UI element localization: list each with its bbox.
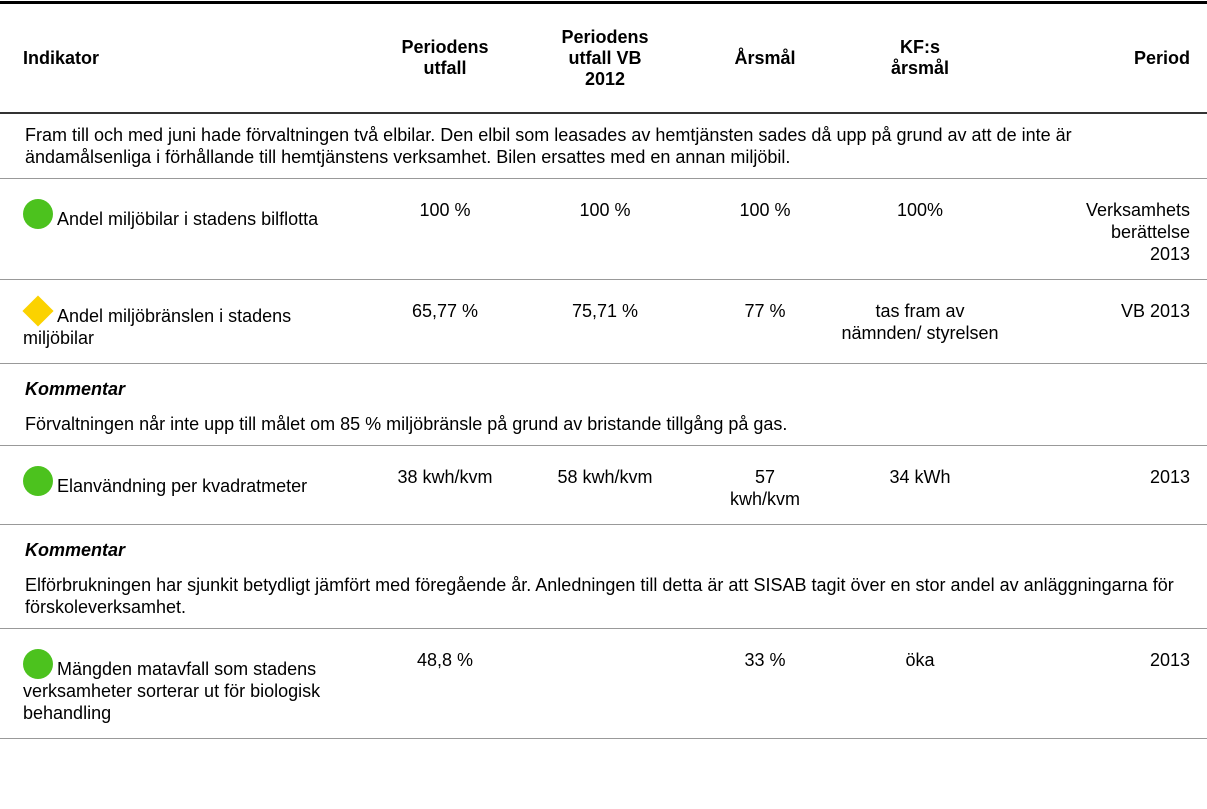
status-icon <box>23 466 53 496</box>
indicator-row: Andel miljöbilar i stadens bilflotta 100 … <box>0 178 1207 280</box>
status-icon <box>23 649 53 679</box>
comment-heading: Kommentar <box>25 379 126 399</box>
cell-content: 34 kWh <box>889 467 951 487</box>
indicator-name: Andel miljöbränslen i stadens miljöbilar <box>23 306 292 348</box>
cell: 34 kWh <box>840 445 1000 525</box>
status-icon <box>23 199 53 229</box>
cell-content: Elanvändning per kvadratmeter <box>23 466 343 497</box>
cell: 38 kwh/kvm <box>370 445 520 525</box>
comment-cell: Kommentar Elförbrukningen har sjunkit bet… <box>0 524 1207 629</box>
comment-heading: Kommentar <box>25 540 126 560</box>
cell-content: Andel miljöbränslen i stadens miljöbilar <box>22 295 343 349</box>
cell: öka <box>840 628 1000 739</box>
table-header: Indikator Periodens utfall Periodens utfal… <box>0 2 1207 114</box>
indicator-row: Elanvändning per kvadratmeter 38 kwh/kvm 5… <box>0 445 1207 525</box>
cell: 2013 <box>1000 445 1207 525</box>
indicator-name: Andel miljöbilar i stadens bilflotta <box>57 209 319 229</box>
cell-content: 75,71 % <box>571 301 639 321</box>
cell-content: 100 % <box>739 200 791 220</box>
cell: Elanvändning per kvadratmeter <box>0 445 370 525</box>
cell-content: 58 kwh/kvm <box>557 467 653 487</box>
note-cell: Fram till och med juni hade förvaltninge… <box>0 113 1207 179</box>
cell-content: 65,77 % <box>411 301 479 321</box>
cell: 100% <box>840 178 1000 280</box>
note-text: Fram till och med juni hade förvaltninge… <box>25 125 1072 167</box>
cell: 33 % <box>690 628 840 739</box>
note-row: Fram till och med juni hade förvaltninge… <box>0 113 1207 179</box>
cell: tas fram av nämnden/ styrelsen <box>840 279 1000 364</box>
indicator-table: Indikator Periodens utfall Periodens utfal… <box>0 1 1207 739</box>
cell-content: 100% <box>896 200 944 220</box>
cell: 75,71 % <box>520 279 690 364</box>
comment-text: Förvaltningen når inte upp till målet om… <box>25 414 788 434</box>
column-header: Indikator <box>0 2 370 114</box>
cell-content: 77 % <box>744 301 786 321</box>
cell-content: 100 % <box>579 200 631 220</box>
comment-text: Elförbrukningen har sjunkit betydligt jä… <box>25 575 1174 617</box>
cell: 100 % <box>370 178 520 280</box>
comment-row: Kommentar Elförbrukningen har sjunkit bet… <box>0 524 1207 629</box>
cell-content: VB 2013 <box>1120 301 1190 321</box>
cell-content: tas fram av nämnden/ styrelsen <box>841 301 999 343</box>
cell: Andel miljöbilar i stadens bilflotta <box>0 178 370 280</box>
cell-content: Verksamhetsberättelse 2013 <box>1085 200 1190 264</box>
cell-content: 38 kwh/kvm <box>397 467 493 487</box>
indicator-name: Elanvändning per kvadratmeter <box>57 476 308 496</box>
cell-content: 57 kwh/kvm <box>729 467 800 509</box>
cell: Mängden matavfall som stadens verksamhet… <box>0 628 370 739</box>
cell-content: 2013 <box>1149 650 1190 670</box>
comment-cell: Kommentar Förvaltningen når inte upp till… <box>0 363 1207 446</box>
cell: 2013 <box>1000 628 1207 739</box>
cell: 100 % <box>690 178 840 280</box>
cell: 57 kwh/kvm <box>690 445 840 525</box>
indicator-row: Mängden matavfall som stadens verksamhet… <box>0 628 1207 739</box>
cell-content: 100 % <box>419 200 471 220</box>
cell-content: Mängden matavfall som stadens verksamhet… <box>23 649 343 724</box>
cell: 65,77 % <box>370 279 520 364</box>
indicator-name: Mängden matavfall som stadens verksamhet… <box>23 659 321 723</box>
indicator-row: Andel miljöbränslen i stadens miljöbilar… <box>0 279 1207 364</box>
cell-content: Andel miljöbilar i stadens bilflotta <box>23 199 343 230</box>
column-header: Period <box>1000 2 1207 114</box>
cell: VB 2013 <box>1000 279 1207 364</box>
column-header: Periodens utfall VB 2012 <box>520 2 690 114</box>
column-header: Årsmål <box>690 2 840 114</box>
cell: Verksamhetsberättelse 2013 <box>1000 178 1207 280</box>
status-icon <box>22 295 54 327</box>
cell-content: 48,8 % <box>416 650 474 670</box>
cell <box>520 628 690 739</box>
comment-row: Kommentar Förvaltningen når inte upp till… <box>0 363 1207 446</box>
cell: 100 % <box>520 178 690 280</box>
column-header: Periodens utfall <box>370 2 520 114</box>
column-header: KF:s årsmål <box>840 2 1000 114</box>
table-body: Fram till och med juni hade förvaltninge… <box>0 113 1207 739</box>
cell-content: 33 % <box>744 650 786 670</box>
cell-content: 2013 <box>1149 467 1190 487</box>
cell: 48,8 % <box>370 628 520 739</box>
cell: 77 % <box>690 279 840 364</box>
cell: 58 kwh/kvm <box>520 445 690 525</box>
header-row: Indikator Periodens utfall Periodens utfal… <box>0 2 1207 114</box>
cell-content: öka <box>905 650 935 670</box>
cell: Andel miljöbränslen i stadens miljöbilar <box>0 279 370 364</box>
